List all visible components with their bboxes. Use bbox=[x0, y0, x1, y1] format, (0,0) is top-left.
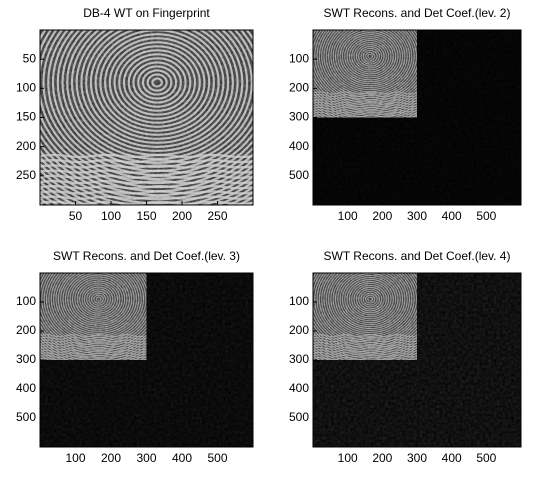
subplot: DB-4 WT on Fingerprint 50 100 150 200 250 50 10… bbox=[16, 6, 254, 223]
x-tick-label: 200 bbox=[372, 451, 392, 465]
y-tick-label: 300 bbox=[289, 110, 309, 124]
subplot: SWT Recons. and Det Coef.(lev. 2) 100 200 3… bbox=[289, 6, 522, 223]
x-tick-label: 100 bbox=[65, 451, 85, 465]
y-tick-label: 150 bbox=[16, 110, 36, 124]
x-tick-label: 200 bbox=[101, 451, 121, 465]
y-tick-label: 500 bbox=[16, 410, 36, 424]
x-tick-label: 200 bbox=[372, 209, 392, 223]
y-tick-label: 300 bbox=[289, 352, 309, 366]
subplot: SWT Recons. and Det Coef.(lev. 4) 100 200 3… bbox=[289, 249, 522, 465]
texture bbox=[40, 30, 253, 205]
y-tick-label: 400 bbox=[16, 381, 36, 395]
y-tick-label: 50 bbox=[23, 51, 37, 65]
texture bbox=[313, 273, 417, 360]
texture bbox=[313, 30, 417, 118]
fingerprint bbox=[313, 30, 417, 118]
x-tick-label: 500 bbox=[207, 451, 227, 465]
fingerprint bbox=[313, 273, 417, 360]
x-tick-label: 400 bbox=[172, 451, 192, 465]
subplot-title: SWT Recons. and Det Coef.(lev. 3) bbox=[53, 249, 240, 263]
y-tick-label: 500 bbox=[289, 168, 309, 182]
subplot: SWT Recons. and Det Coef.(lev. 3) 100 200 3… bbox=[16, 249, 254, 465]
x-tick-label: 100 bbox=[338, 209, 358, 223]
y-tick-label: 250 bbox=[16, 168, 36, 182]
subplot-title: SWT Recons. and Det Coef.(lev. 2) bbox=[324, 6, 511, 20]
x-tick-label: 300 bbox=[407, 451, 427, 465]
y-tick-label: 300 bbox=[16, 352, 36, 366]
x-tick-label: 500 bbox=[476, 209, 496, 223]
x-tick-label: 300 bbox=[407, 209, 427, 223]
y-tick-label: 100 bbox=[289, 294, 309, 308]
x-tick-label: 100 bbox=[101, 209, 121, 223]
y-tick-label: 500 bbox=[289, 410, 309, 424]
x-tick-label: 400 bbox=[442, 451, 462, 465]
subplot-title: DB-4 WT on Fingerprint bbox=[83, 6, 210, 20]
x-tick-label: 300 bbox=[136, 451, 156, 465]
y-tick-label: 200 bbox=[16, 139, 36, 153]
y-tick-label: 400 bbox=[289, 139, 309, 153]
x-tick-label: 250 bbox=[207, 209, 227, 223]
texture bbox=[40, 273, 147, 360]
y-tick-label: 400 bbox=[289, 381, 309, 395]
y-tick-label: 200 bbox=[289, 323, 309, 337]
y-tick-label: 100 bbox=[16, 81, 36, 95]
fingerprint bbox=[40, 273, 147, 360]
x-tick-label: 150 bbox=[136, 209, 156, 223]
x-tick-label: 50 bbox=[69, 209, 83, 223]
x-tick-label: 500 bbox=[476, 451, 496, 465]
y-tick-label: 100 bbox=[289, 51, 309, 65]
y-tick-label: 200 bbox=[289, 81, 309, 95]
x-tick-label: 100 bbox=[338, 451, 358, 465]
y-tick-label: 200 bbox=[16, 323, 36, 337]
subplot-title: SWT Recons. and Det Coef.(lev. 4) bbox=[324, 249, 511, 263]
x-tick-label: 400 bbox=[442, 209, 462, 223]
x-tick-label: 200 bbox=[172, 209, 192, 223]
y-tick-label: 100 bbox=[16, 294, 36, 308]
